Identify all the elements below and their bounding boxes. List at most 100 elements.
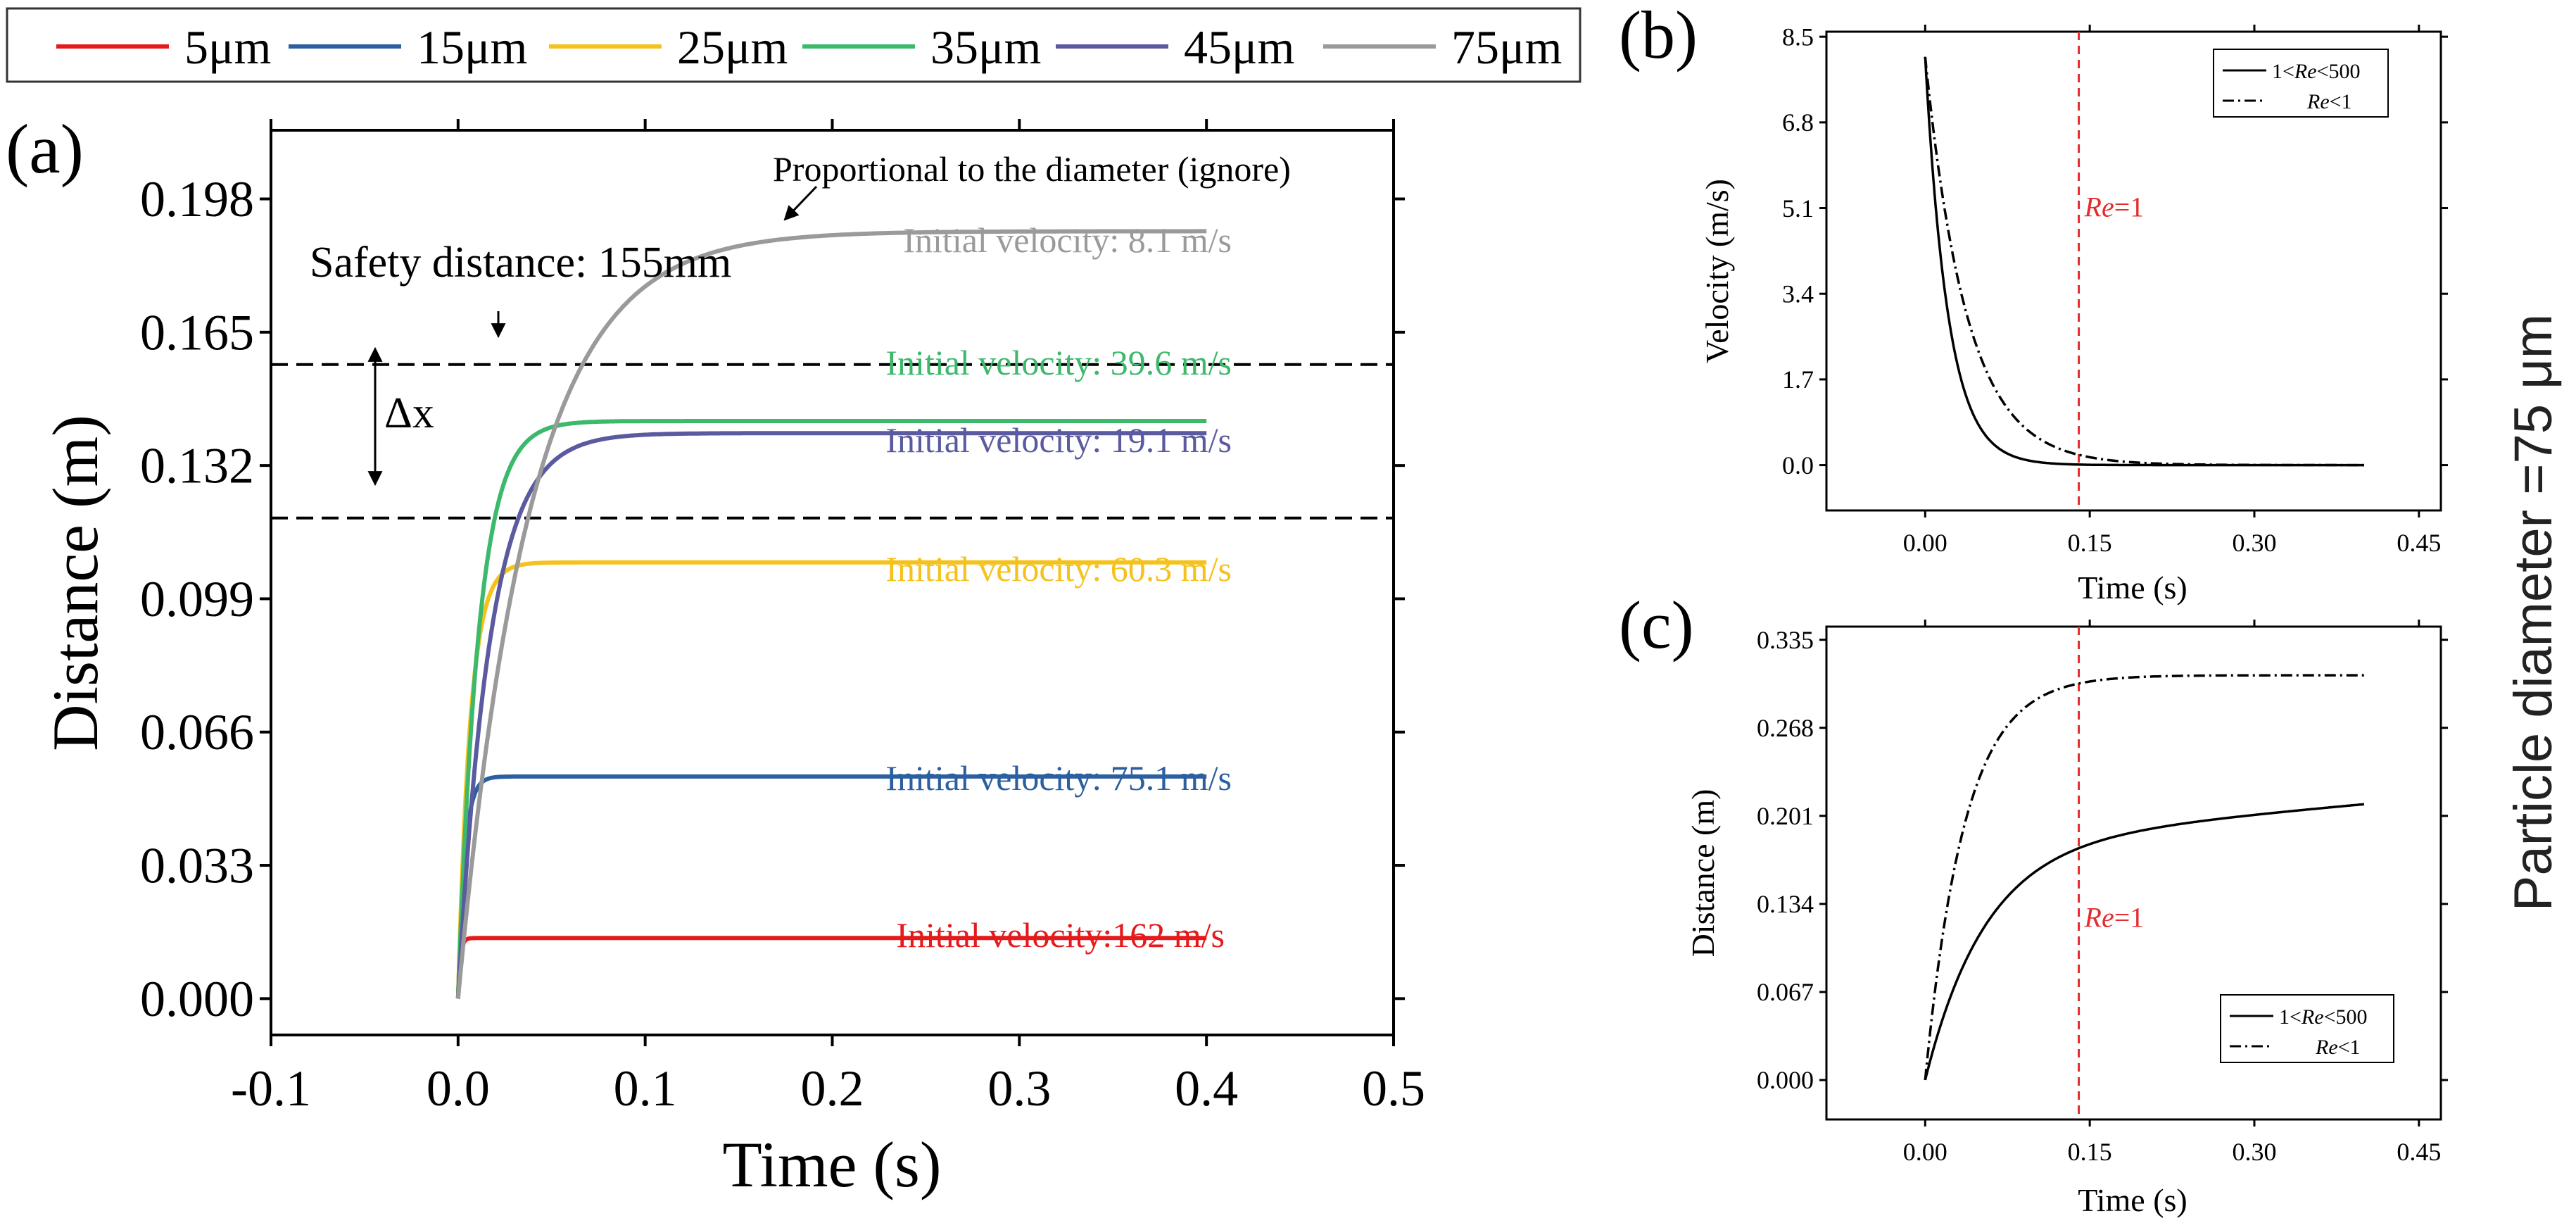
series-line-75μm	[455, 229, 1207, 1000]
y-tick-label: 0.132	[140, 438, 254, 494]
legend-label: 45μm	[1184, 20, 1294, 74]
plot-frame-b	[1825, 30, 2442, 512]
panel-a: (a) -0.1 0.0 0.1 0.2 0.3 0.4 0.5 0.000 0.033 0.06…	[6, 110, 1425, 1200]
y-tick-label: 0.066	[140, 704, 254, 760]
re-label-c: Re=1	[2084, 901, 2145, 933]
panel-label-b: (b)	[1619, 0, 1698, 73]
x-tick-label: 0.00	[1903, 1138, 1947, 1166]
panel-b: (b) 0.00 0.15 0.30 0.45 0.0 1.7 3.4 5.1 6.8 8.5 T…	[1619, 0, 2448, 605]
legend-item-35um: 35μm	[802, 20, 1041, 74]
legend-label-c-1: Re<1	[2315, 1036, 2361, 1059]
legend-c: 1<Re<500 Re<1	[2220, 994, 2394, 1063]
series-line-15μm	[455, 774, 1207, 999]
legend-box-b	[2213, 49, 2389, 118]
x-tick-label: 0.15	[2068, 529, 2112, 557]
y-tick-label: 0.335	[1757, 626, 1814, 654]
plot-frame-c	[1825, 625, 2442, 1121]
legend-b: 1<Re<500 Re<1	[2213, 49, 2389, 118]
y-tick-label: 0.000	[140, 971, 254, 1027]
axes-ticks-b: 0.00 0.15 0.30 0.45 0.0 1.7 3.4 5.1 6.8 8.5	[1782, 23, 2448, 557]
y-tick-label: 6.8	[1782, 108, 1814, 137]
y-tick-label: 0.198	[140, 171, 254, 227]
x-tick-label: 0.45	[2397, 1138, 2441, 1166]
y-tick-label: 0.201	[1757, 802, 1814, 830]
x-tick-label: -0.1	[231, 1060, 311, 1117]
panel-label-a: (a)	[6, 110, 84, 188]
legend-label: 35μm	[930, 20, 1041, 74]
legend-label: 25μm	[677, 20, 788, 74]
x-axis-label-a: Time (s)	[723, 1129, 942, 1200]
x-tick-label: 0.00	[1903, 529, 1947, 557]
legend-item-15um: 15μm	[289, 20, 527, 74]
x-tick-label: 0.3	[987, 1060, 1051, 1117]
series-line-Re<1	[1924, 56, 2364, 467]
axes-ticks-c: 0.00 0.15 0.30 0.45 0.000 0.067 0.134 0.201 0.26…	[1757, 620, 2448, 1166]
panel-c: (c) 0.00 0.15 0.30 0.45 0.000 0.067 0.134 0.201…	[1619, 587, 2448, 1218]
y-tick-label: 0.067	[1757, 978, 1814, 1006]
series-line-35μm	[455, 419, 1207, 999]
y-axis-label-c: Distance (m)	[1685, 789, 1721, 958]
velocity-label-purple: Initial velocity: 19.1 m/s	[885, 420, 1232, 460]
axes-ticks-a: -0.1 0.0 0.1 0.2 0.3 0.4 0.5 0.000 0.033 0.066 0.0…	[140, 119, 1425, 1117]
y-axis-label-a: Distance (m)	[39, 415, 111, 751]
legend-label: 5μm	[184, 20, 271, 74]
series-line-1<Re<500	[1924, 803, 2365, 1081]
x-tick-label: 0.30	[2232, 529, 2276, 557]
x-tick-label: 0.30	[2232, 1138, 2276, 1166]
legend-item-25um: 25μm	[549, 20, 788, 74]
y-tick-label: 0.099	[140, 571, 254, 627]
y-tick-label: 0.165	[140, 304, 254, 360]
legend-label-c-0: 1<Re<500	[2279, 1005, 2367, 1029]
legend-item-5um: 5μm	[56, 20, 271, 74]
y-tick-label: 3.4	[1782, 280, 1814, 308]
legend-label: 75μm	[1451, 20, 1562, 74]
series-group-c	[1924, 674, 2365, 1081]
annotation-delta-x: Δx	[384, 389, 434, 437]
series-line-1<Re<500	[1924, 56, 2364, 467]
legend-box-c	[2220, 994, 2394, 1063]
y-tick-label: 0.0	[1782, 451, 1814, 479]
y-axis-label-b: Velocity (m/s)	[1699, 179, 1735, 363]
series-group-b	[1924, 56, 2364, 467]
safety-lines	[271, 363, 1394, 520]
legend: 5μm 15μm 25μm 35μm 45μm 75μm	[6, 7, 1581, 83]
side-label-particle-diameter: Particle diameter =75 μm	[2504, 314, 2563, 911]
legend-label: 15μm	[417, 20, 527, 74]
series-line-25μm	[455, 560, 1207, 999]
y-tick-label: 0.000	[1757, 1066, 1814, 1094]
series-group-a	[455, 229, 1207, 1000]
y-tick-label: 0.033	[140, 838, 254, 894]
annotation-safety: Safety distance: 155mm	[310, 239, 731, 287]
x-tick-label: 0.15	[2068, 1138, 2112, 1166]
x-tick-label: 0.45	[2397, 529, 2441, 557]
velocity-label-blue: Initial velocity: 75.1 m/s	[885, 758, 1232, 798]
legend-label-b-1: Re<1	[2306, 90, 2352, 113]
legend-box	[6, 7, 1581, 83]
legend-label-b-0: 1<Re<500	[2272, 60, 2360, 83]
x-tick-label: 0.4	[1175, 1060, 1238, 1117]
series-line-45μm	[455, 431, 1207, 1000]
series-line-5μm	[455, 936, 1207, 999]
annotation-proportional: Proportional to the diameter (ignore)	[773, 149, 1291, 189]
y-tick-label: 0.134	[1757, 890, 1814, 918]
annotation-arrow-proportional	[783, 185, 818, 221]
y-tick-label: 5.1	[1782, 194, 1814, 222]
velocity-label-gray: Initial velocity: 8.1 m/s	[903, 220, 1232, 260]
panel-label-c: (c)	[1619, 587, 1694, 663]
y-tick-label: 1.7	[1782, 365, 1814, 394]
y-tick-label: 0.268	[1757, 714, 1814, 742]
velocity-label-red: Initial velocity:162 m/s	[896, 915, 1225, 955]
y-tick-label: 8.5	[1782, 23, 1814, 51]
series-line-Re<1	[1924, 674, 2364, 1080]
x-tick-label: 0.1	[614, 1060, 677, 1117]
x-axis-label-c: Time (s)	[2078, 1182, 2187, 1218]
x-tick-label: 0.0	[427, 1060, 490, 1117]
velocity-label-yellow: Initial velocity: 60.3 m/s	[885, 549, 1232, 589]
x-tick-label: 0.2	[801, 1060, 864, 1117]
velocity-label-green: Initial velocity: 39.6 m/s	[885, 343, 1232, 382]
legend-item-45um: 45μm	[1056, 20, 1294, 74]
re-label-b: Re=1	[2084, 192, 2145, 223]
x-axis-label-b: Time (s)	[2078, 570, 2187, 605]
legend-item-75um: 75μm	[1323, 20, 1562, 74]
